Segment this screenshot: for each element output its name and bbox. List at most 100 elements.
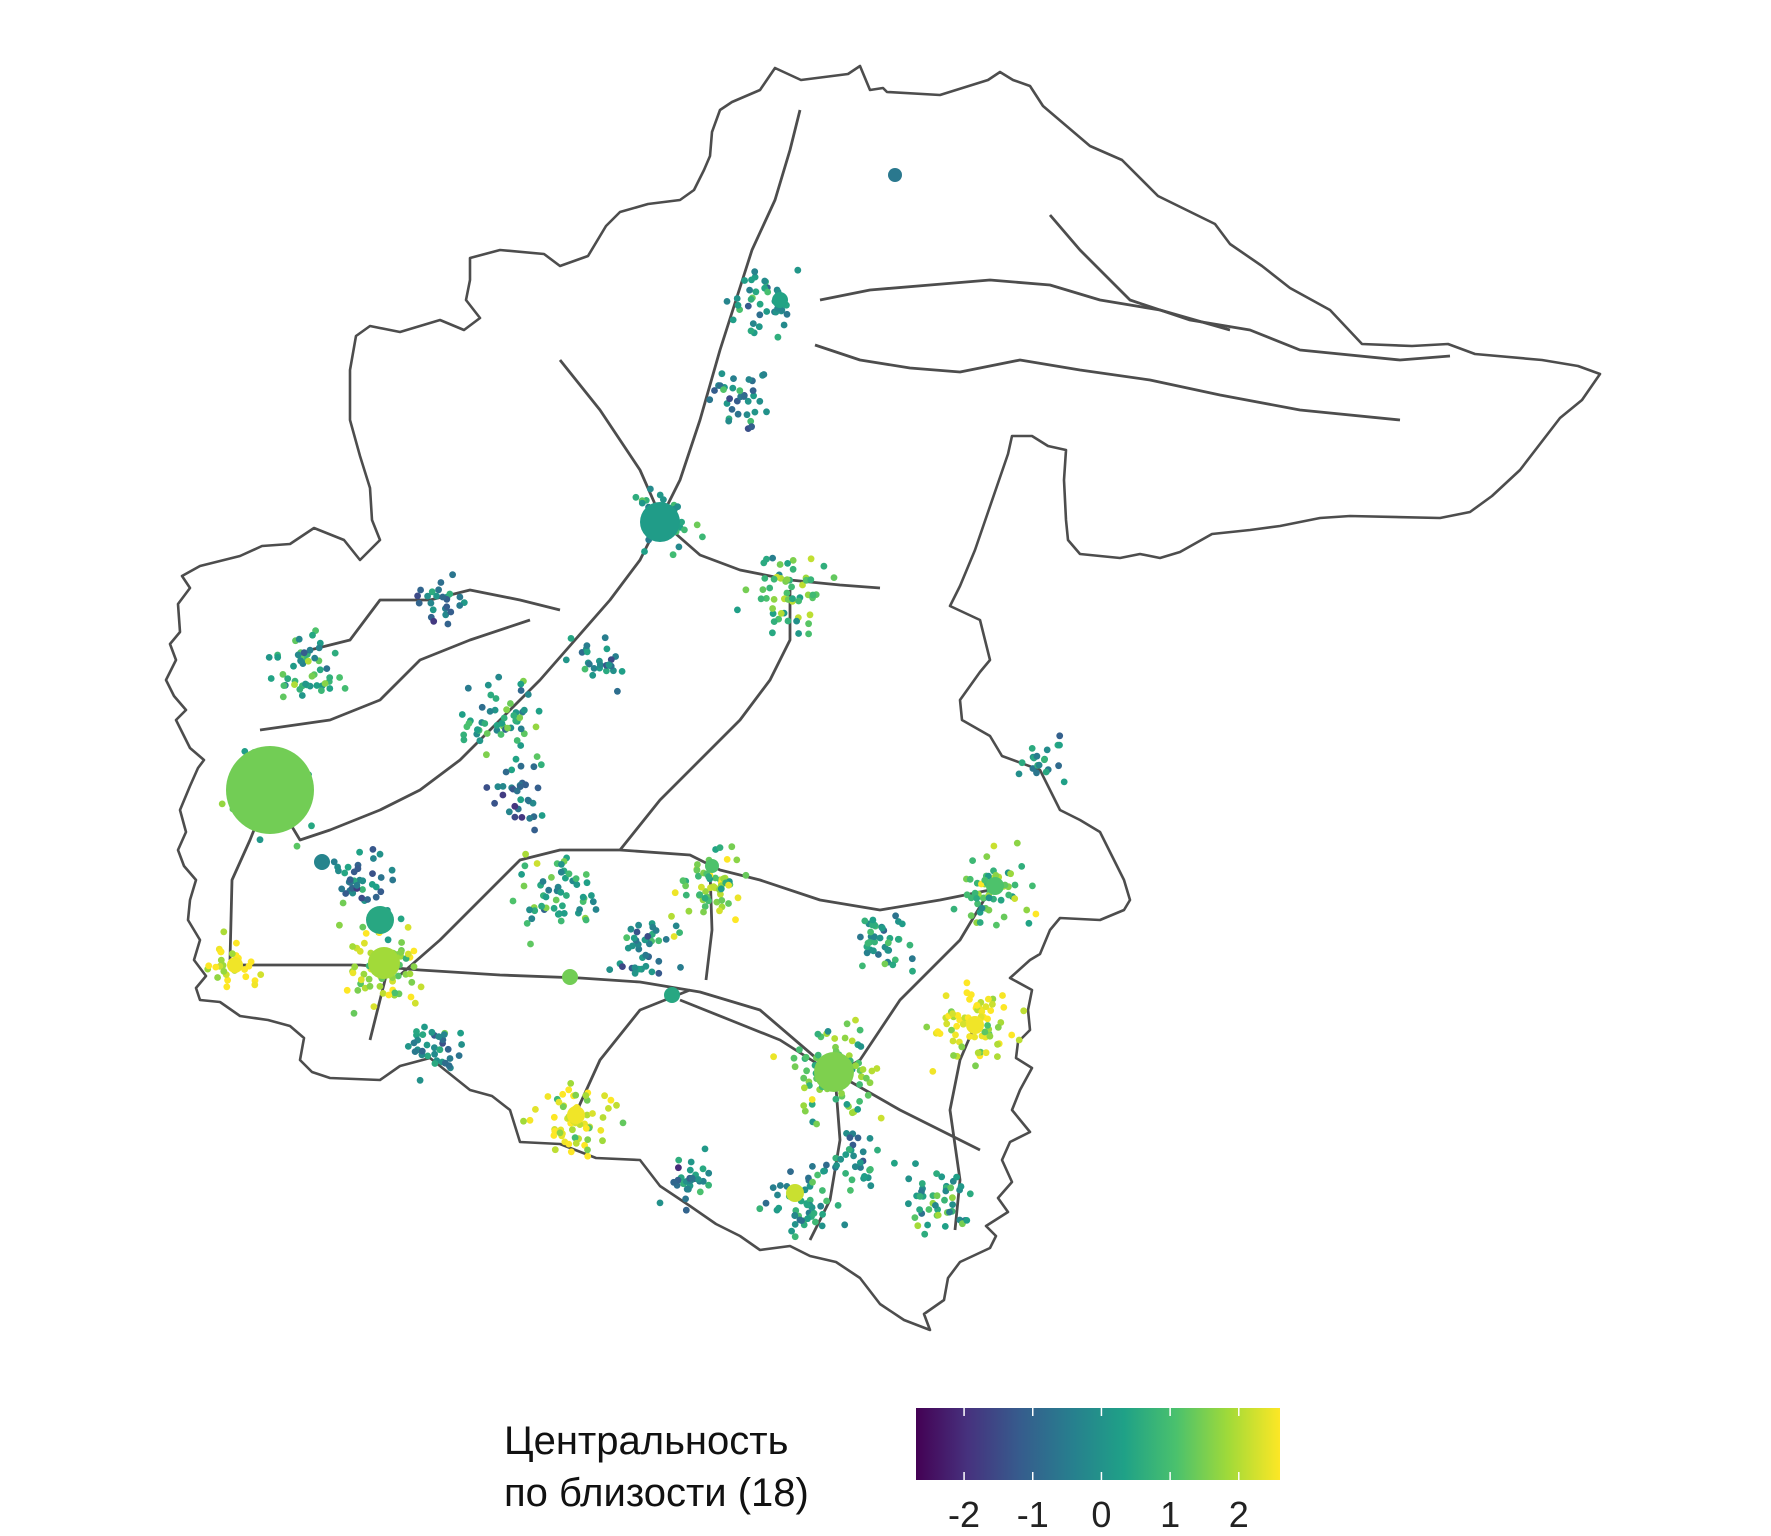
settlement-point: [394, 972, 402, 980]
hub-point: [640, 502, 680, 542]
settlement-point: [464, 684, 472, 692]
legend-tick-label: 1: [1160, 1494, 1181, 1535]
settlement-point: [963, 891, 971, 899]
settlement-point: [360, 970, 368, 978]
settlement-point: [295, 635, 303, 643]
settlement-point: [1018, 863, 1026, 870]
settlement-point: [592, 906, 600, 913]
settlement-point: [585, 660, 593, 668]
settlement-point: [774, 333, 782, 341]
settlement-point: [881, 960, 889, 968]
settlement-point: [346, 876, 354, 883]
settlement-point: [670, 1178, 678, 1186]
settlement-point: [823, 1161, 830, 1169]
settlement-point: [369, 846, 377, 853]
settlement-point: [884, 946, 892, 954]
settlement-point: [985, 906, 993, 914]
settlement-point: [1028, 745, 1036, 752]
settlement-point: [601, 1092, 608, 1100]
settlement-point: [756, 300, 764, 308]
settlement-point: [763, 555, 770, 563]
settlement-point: [857, 933, 864, 941]
road-segment: [659, 518, 881, 590]
settlement-point: [728, 406, 736, 413]
settlement-point: [573, 881, 581, 888]
settlement-point: [716, 844, 724, 851]
settlement-point: [538, 902, 545, 910]
settlement-point: [832, 1095, 840, 1103]
settlement-point: [220, 967, 228, 975]
settlement-point: [223, 983, 231, 991]
settlement-point: [933, 1192, 941, 1200]
settlement-point: [761, 575, 769, 582]
settlement-point: [812, 1218, 819, 1226]
settlement-point: [251, 981, 259, 989]
settlement-point: [500, 714, 508, 722]
settlement-point: [973, 1002, 981, 1009]
settlement-point: [388, 866, 396, 874]
settlement-point: [582, 1092, 590, 1099]
settlement-point: [228, 950, 236, 958]
settlement-point: [449, 571, 456, 579]
settlement-point: [769, 554, 776, 562]
settlement-point: [359, 923, 367, 931]
settlement-point: [359, 886, 366, 893]
settlement-point: [877, 1114, 885, 1122]
settlement-point: [517, 687, 525, 694]
settlement-point: [974, 1049, 982, 1057]
settlement-point: [845, 1052, 853, 1059]
settlement-point: [597, 1127, 605, 1134]
settlement-point: [869, 916, 877, 924]
settlement-point: [912, 1160, 919, 1167]
settlement-point: [486, 708, 494, 715]
settlement-point: [1015, 1036, 1023, 1044]
settlement-point: [487, 691, 495, 699]
settlement-point: [491, 799, 498, 807]
settlement-point: [484, 681, 492, 689]
settlement-point: [805, 630, 812, 638]
settlement-point: [527, 940, 534, 948]
settlement-point: [725, 881, 732, 889]
settlement-point: [408, 978, 416, 986]
settlement-point: [1029, 882, 1036, 890]
settlement-point: [524, 691, 532, 698]
settlement-point: [517, 680, 525, 688]
settlement-point: [759, 586, 767, 593]
settlement-point: [694, 1176, 702, 1183]
settlement-point: [749, 387, 757, 394]
settlement-point: [845, 1146, 853, 1153]
settlement-point: [557, 888, 565, 896]
settlement-point: [502, 768, 510, 776]
settlement-point: [985, 894, 993, 902]
settlement-point: [803, 1201, 811, 1209]
settlement-point: [476, 737, 484, 745]
settlement-point: [362, 930, 370, 937]
settlement-point: [776, 561, 784, 568]
settlement-point: [732, 916, 739, 924]
settlement-point: [460, 736, 468, 744]
region-outline: [164, 64, 1602, 1332]
settlement-point: [963, 979, 971, 987]
hub-point: [314, 854, 330, 870]
settlement-point: [217, 956, 225, 964]
settlement-point: [298, 692, 306, 699]
settlement-point: [596, 661, 604, 669]
settlement-point: [784, 617, 792, 625]
settlement-point: [864, 939, 872, 947]
settlement-point: [220, 928, 228, 936]
settlement-point: [406, 970, 414, 978]
settlement-point: [311, 654, 319, 662]
settlement-point: [565, 870, 573, 878]
settlement-point: [934, 1211, 942, 1219]
settlement-point: [377, 874, 385, 881]
settlement-point: [806, 611, 814, 619]
settlement-point: [293, 842, 301, 850]
settlement-point: [770, 596, 778, 603]
settlement-point: [656, 491, 664, 499]
settlement-point: [530, 763, 538, 771]
settlement-point: [655, 957, 663, 965]
settlement-point: [874, 1146, 881, 1154]
settlement-point: [793, 617, 800, 625]
settlement-point: [1008, 1031, 1016, 1039]
